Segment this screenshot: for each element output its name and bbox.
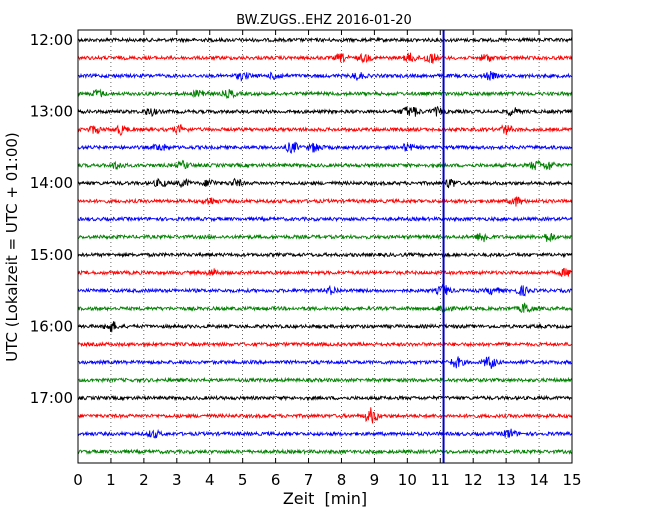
trace-1615 <box>77 340 573 348</box>
trace-1315 <box>77 124 573 137</box>
x-tick-label: 0 <box>73 471 83 489</box>
x-tick-label: 10 <box>398 471 417 489</box>
x-tick-label: 3 <box>172 471 182 489</box>
trace-1415 <box>77 196 573 207</box>
x-tick-label: 15 <box>562 471 581 489</box>
y-tick-label: 15:00 <box>30 246 73 264</box>
x-tick-label: 2 <box>139 471 149 489</box>
x-tick-label: 1 <box>106 471 116 489</box>
trace-group <box>77 36 573 455</box>
trace-1545 <box>77 302 573 314</box>
x-axis-label: Zeit [min] <box>283 489 367 508</box>
trace-1200 <box>77 36 573 44</box>
trace-1630 <box>77 356 573 369</box>
y-axis-label: UTC (Lokalzeit = UTC + 01:00) <box>3 132 21 362</box>
x-axis-ticks: 0 1 2 3 4 5 6 7 8 9 10 11 12 13 14 15 <box>73 30 582 489</box>
x-tick-label: 13 <box>497 471 516 489</box>
trace-1530 <box>77 283 573 297</box>
x-tick-label: 14 <box>530 471 549 489</box>
x-tick-label: 9 <box>370 471 380 489</box>
x-tick-label: 6 <box>271 471 281 489</box>
x-tick-label: 4 <box>205 471 215 489</box>
trace-1445 <box>77 232 573 243</box>
trace-1515 <box>77 267 573 278</box>
y-tick-label: 14:00 <box>30 174 73 192</box>
y-tick-label: 17:00 <box>30 389 73 407</box>
trace-1330 <box>77 141 573 154</box>
x-tick-label: 12 <box>464 471 483 489</box>
trace-1345 <box>77 159 573 171</box>
grid-lines <box>110 30 540 463</box>
trace-1500 <box>77 251 573 259</box>
trace-1245 <box>77 88 573 99</box>
y-tick-label: 12:00 <box>30 31 73 49</box>
y-axis-ticks: 12:00 13:00 14:00 15:00 16:00 17:00 <box>30 31 572 407</box>
trace-1600 <box>77 321 573 333</box>
plot-frame <box>77 29 573 464</box>
trace-1430 <box>77 215 573 223</box>
x-tick-label: 8 <box>337 471 347 489</box>
trace-1400 <box>77 177 573 189</box>
trace-1645 <box>77 376 573 384</box>
trace-1215 <box>77 52 573 64</box>
trace-1715 <box>77 407 573 424</box>
trace-1700 <box>77 394 573 402</box>
trace-1730 <box>77 428 573 439</box>
trace-1300 <box>77 105 573 117</box>
x-tick-label: 5 <box>238 471 248 489</box>
y-tick-label: 16:00 <box>30 317 73 335</box>
trace-1745 <box>77 448 573 455</box>
x-tick-label: 11 <box>431 471 450 489</box>
chart-title: BW.ZUGS..EHZ 2016-01-20 <box>236 13 412 28</box>
trace-1230 <box>77 70 573 82</box>
x-tick-label: 7 <box>304 471 314 489</box>
y-tick-label: 13:00 <box>30 103 73 121</box>
